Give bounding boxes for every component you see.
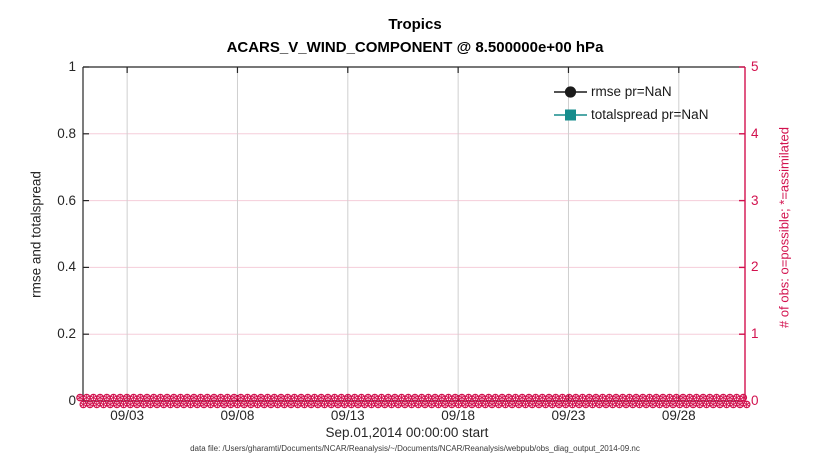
right-axis-tick: 5 (751, 59, 759, 74)
x-axis-label: Sep.01,2014 00:00:00 start (325, 425, 489, 440)
legend-item-totalspread: totalspread pr=NaN (553, 103, 708, 126)
x-axis-tick: 09/28 (661, 408, 696, 423)
right-axis-tick: 0 (751, 393, 759, 408)
right-axis-tick: 2 (751, 259, 759, 275)
legend: rmse pr=NaN totalspread pr=NaN (553, 80, 708, 126)
left-axis-tick: 0.2 (57, 326, 76, 342)
left-axis-tick: 0.6 (57, 192, 76, 208)
totalspread-line-marker-icon (554, 109, 587, 120)
left-axis-tick: 0.8 (57, 125, 76, 141)
right-axis-label: # of obs: o=possible; *=assimilated (776, 127, 792, 328)
figure-subtitle: ACARS_V_WIND_COMPONENT @ 8.500000e+00 hP… (226, 39, 604, 56)
x-axis-tick: 09/08 (220, 408, 255, 423)
left-axis-label: rmse and totalspread (28, 171, 44, 298)
legend-item-rmse: rmse pr=NaN (553, 80, 708, 103)
right-axis-tick: 4 (751, 125, 759, 141)
rmse-line-marker-icon (554, 85, 587, 98)
right-axis-tick: 3 (751, 192, 759, 208)
right-axis-tick: 1 (751, 326, 759, 342)
legend-label-totalspread: totalspread pr=NaN (591, 107, 709, 122)
left-axis-tick: 1 (68, 59, 76, 74)
x-axis-tick: 09/23 (551, 408, 586, 423)
figure-title: Tropics (388, 16, 442, 33)
data-file-caption: data file: /Users/gharamti/Documents/NCA… (190, 444, 640, 453)
left-axis-tick: 0.4 (57, 259, 76, 275)
legend-label-rmse: rmse pr=NaN (591, 84, 672, 99)
x-axis-tick: 09/13 (330, 408, 365, 423)
left-axis-tick: 0 (68, 393, 76, 408)
x-axis-tick: 09/18 (441, 408, 476, 423)
x-axis-tick: 09/03 (110, 408, 145, 423)
